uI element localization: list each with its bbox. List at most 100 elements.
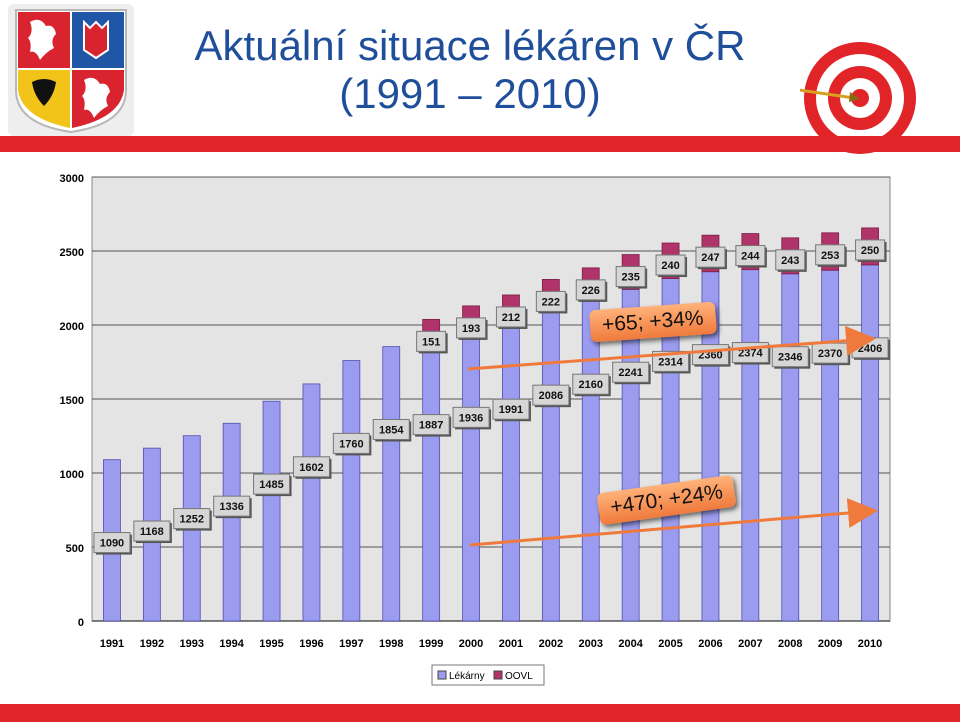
bar-lekarny (342, 360, 361, 622)
data-label-lekarny-text: 1602 (299, 462, 323, 474)
x-tick-label: 1991 (100, 638, 124, 650)
data-label-lekarny-text: 1336 (219, 501, 243, 513)
title-line-2: (1991 – 2010) (339, 70, 601, 117)
data-label-lekarny-box (253, 473, 291, 495)
x-tick-label: 1995 (259, 638, 283, 650)
data-label-lekarny-box (93, 532, 131, 554)
x-tick-label: 1993 (180, 638, 204, 650)
data-label-lekarny-text: 1936 (459, 412, 483, 424)
data-label-oovl-text: 222 (542, 296, 560, 308)
data-label-oovl: 226 (575, 279, 608, 302)
data-label-oovl-box (416, 330, 447, 352)
data-label-lekarny-text: 2346 (778, 352, 802, 364)
y-tick-label: 3000 (60, 173, 84, 185)
data-label-oovl-box (456, 317, 487, 339)
footer-band (0, 704, 960, 722)
data-label-lekarny-box (332, 432, 370, 454)
data-label-oovl: 212 (495, 306, 528, 329)
bar-lekarny (302, 383, 321, 622)
y-tick-label: 1000 (60, 469, 84, 481)
x-tick-label: 2004 (618, 638, 643, 650)
data-label-oovl-text: 250 (861, 245, 879, 257)
data-label-lekarny: 1168 (133, 520, 172, 544)
x-tick-label: 2006 (698, 638, 722, 650)
x-tick-label: 1999 (419, 638, 443, 650)
x-tick-label: 2001 (499, 638, 523, 650)
data-label-oovl-text: 151 (422, 336, 440, 348)
x-tick-label: 2010 (858, 638, 882, 650)
chart: 0 500 1000 1500 2000 2500 3000 1090 1168 1252 133… (60, 173, 891, 686)
data-label-oovl-box (735, 245, 766, 267)
data-label-lekarny-text: 2374 (738, 348, 763, 360)
x-tick-label: 2009 (818, 638, 842, 650)
y-tick-label: 2000 (60, 321, 84, 333)
x-tick-label: 2008 (778, 638, 802, 650)
legend-swatch-oovl (493, 670, 503, 680)
data-label-oovl: 235 (615, 266, 648, 289)
trend-arrow-lekarny (469, 498, 878, 547)
data-label-lekarny-box (292, 456, 330, 478)
target-arrow-icon (800, 42, 916, 154)
data-label-oovl-box (495, 306, 526, 328)
data-label-oovl-text: 193 (462, 323, 480, 335)
y-tick-label: 0 (78, 617, 84, 629)
data-label-lekarny-text: 2314 (658, 356, 683, 368)
title-line-1: Aktuální situace lékáren v ČR (194, 22, 746, 69)
data-label-lekarny-text: 1090 (100, 538, 124, 550)
data-label-lekarny: 1887 (412, 414, 452, 437)
data-label-oovl: 222 (535, 290, 568, 314)
data-label-lekarny-text: 1168 (140, 526, 164, 538)
data-label-oovl-text: 235 (621, 272, 639, 284)
data-label-lekarny-box (771, 346, 809, 368)
legend-label-oovl: OOVL (505, 671, 533, 682)
y-tick-label: 500 (66, 543, 84, 555)
data-label-lekarny-text: 1252 (180, 514, 204, 526)
data-label-lekarny-text: 1485 (259, 479, 283, 491)
data-label-oovl: 193 (456, 317, 488, 340)
data-label-lekarny: 2360 (691, 344, 731, 367)
data-label-lekarny-text: 2241 (618, 367, 642, 379)
data-label-lekarny-box (173, 508, 211, 530)
data-label-lekarny-box (372, 418, 410, 440)
data-label-oovl-box (535, 290, 566, 312)
data-label-lekarny: 2160 (572, 373, 611, 397)
data-label-lekarny-box (572, 373, 610, 395)
trend-arrow-oovl (467, 325, 876, 371)
data-label-lekarny-text: 2406 (858, 343, 882, 355)
x-tick-label: 2003 (579, 638, 603, 650)
data-label-lekarny: 1252 (173, 508, 212, 531)
data-label-lekarny-text: 2086 (539, 390, 563, 402)
legend-swatch-lekarny (437, 670, 447, 680)
data-label-oovl-text: 226 (582, 285, 600, 297)
data-label-lekarny: 2314 (652, 350, 691, 374)
y-tick-label: 2500 (60, 247, 84, 259)
data-label-lekarny: 2346 (771, 346, 811, 369)
data-label-oovl-box (775, 249, 806, 271)
data-label-lekarny-box (213, 495, 251, 517)
y-tick-label: 1500 (60, 395, 84, 407)
x-tick-label: 1994 (219, 638, 244, 650)
x-tick-label: 2002 (539, 638, 563, 650)
data-label-oovl-box (655, 254, 686, 276)
data-label-lekarny: 1991 (492, 398, 531, 422)
data-label-oovl: 240 (655, 254, 688, 278)
data-label-lekarny-text: 2160 (579, 379, 603, 391)
data-label-lekarny-box (452, 406, 490, 428)
data-label-oovl-text: 247 (701, 252, 719, 264)
data-label-lekarny: 1090 (93, 532, 132, 555)
bar-lekarny (541, 311, 560, 622)
data-label-lekarny: 2241 (612, 361, 651, 385)
data-label-lekarny: 1602 (292, 456, 332, 479)
bar-lekarny (262, 400, 281, 622)
bar-lekarny (581, 300, 600, 622)
bar-lekarny (382, 346, 401, 622)
bar-lekarny (502, 325, 520, 622)
x-tick-label: 1996 (299, 638, 323, 650)
bar-lekarny (422, 341, 441, 622)
czech-coat-of-arms-icon (8, 4, 134, 136)
data-label-oovl: 244 (735, 245, 767, 268)
bar-lekarny (741, 269, 760, 622)
data-label-lekarny-box (532, 384, 570, 406)
data-label-lekarny-box (652, 350, 690, 372)
data-label-oovl-text: 240 (661, 260, 679, 272)
